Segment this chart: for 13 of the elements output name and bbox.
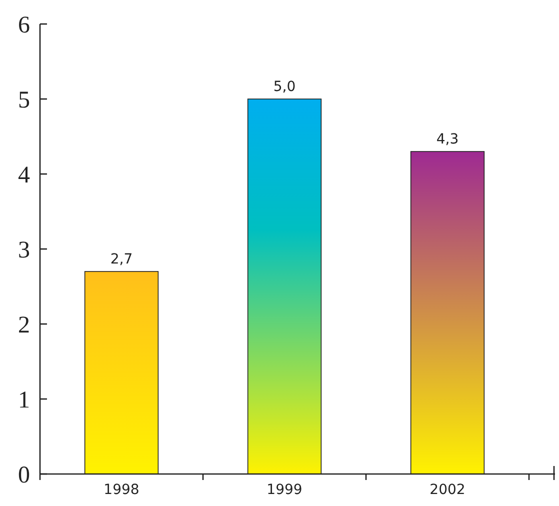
x-tick-label: 2002 xyxy=(430,482,466,498)
data-label: 5,0 xyxy=(273,79,296,95)
y-tick-label: 1 xyxy=(18,387,30,414)
y-tick-label: 3 xyxy=(18,237,30,264)
x-tick-label: 1999 xyxy=(266,482,302,498)
y-tick-label: 2 xyxy=(18,312,30,338)
y-tick-label: 6 xyxy=(18,12,30,38)
data-label: 4,3 xyxy=(436,132,459,148)
data-label: 2,7 xyxy=(110,252,133,268)
y-tick-label: 5 xyxy=(18,87,30,114)
x-tick-label: 1998 xyxy=(104,482,140,498)
y-tick-label: 0 xyxy=(18,462,30,488)
y-tick-label: 4 xyxy=(18,162,30,188)
